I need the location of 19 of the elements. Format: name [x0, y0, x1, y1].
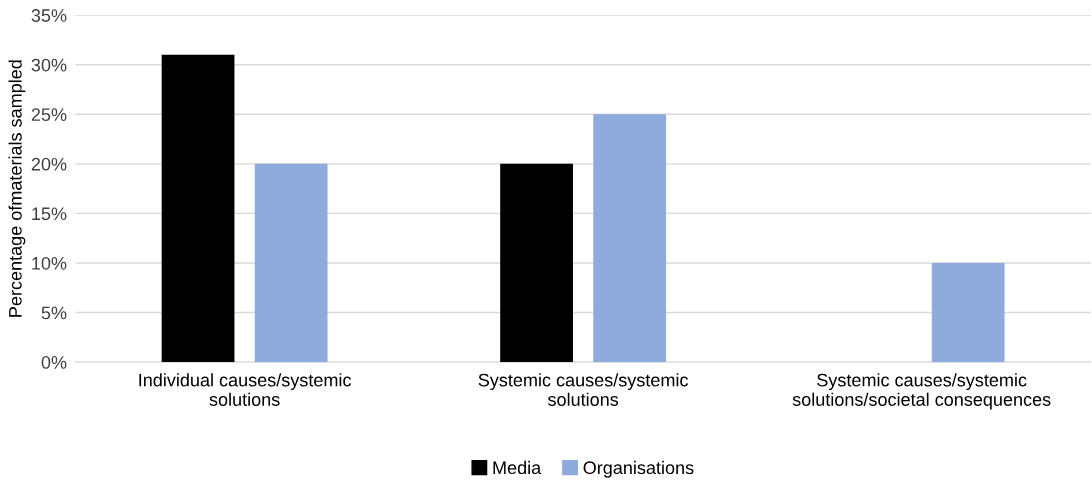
y-tick-label: 35% [31, 9, 67, 22]
x-tick-label: Systemic causes/systemic solutions/societal consequences [792, 373, 1051, 410]
x-tick-label: Individual causes/systemic solutions [139, 373, 352, 406]
y-axis-title: Percentage ofmaterials sampled [8, 60, 26, 317]
x-tick-label: Systemic causes/systemic solutions [478, 373, 688, 406]
y-tick-label: 10% [32, 256, 67, 270]
y-tick-label: 5% [41, 306, 67, 320]
bar [254, 163, 328, 363]
y-tick-label: 15% [32, 207, 67, 221]
bar [931, 262, 1005, 363]
bar [161, 54, 235, 363]
legend-label: Organisations [583, 460, 694, 478]
bar [500, 163, 573, 363]
y-tick-label: 0% [41, 356, 67, 369]
y-tick-label: 25% [31, 108, 67, 122]
y-tick-label: 30% [31, 58, 67, 72]
y-tick-label: 20% [31, 157, 67, 171]
legend-label: Media [493, 460, 542, 475]
bar [593, 114, 667, 363]
